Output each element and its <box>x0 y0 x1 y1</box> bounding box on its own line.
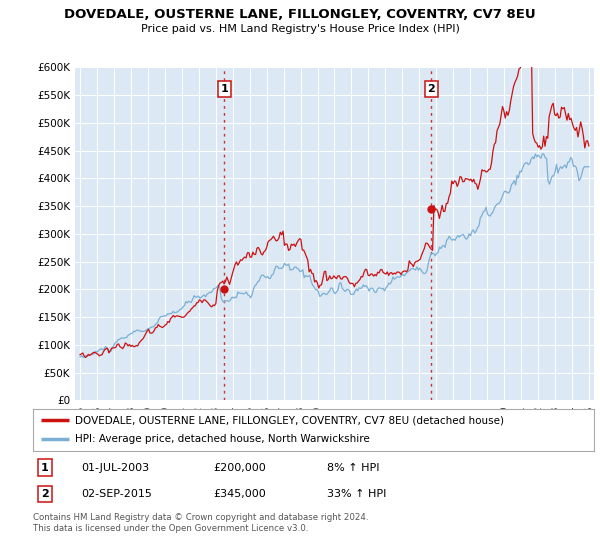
Text: This data is licensed under the Open Government Licence v3.0.: This data is licensed under the Open Gov… <box>33 524 308 533</box>
Text: 1: 1 <box>220 84 228 94</box>
Text: Contains HM Land Registry data © Crown copyright and database right 2024.: Contains HM Land Registry data © Crown c… <box>33 513 368 522</box>
Text: HPI: Average price, detached house, North Warwickshire: HPI: Average price, detached house, Nort… <box>75 435 370 445</box>
Text: £200,000: £200,000 <box>213 463 266 473</box>
Text: 33% ↑ HPI: 33% ↑ HPI <box>327 489 386 499</box>
Text: 2: 2 <box>41 489 49 499</box>
Text: £345,000: £345,000 <box>213 489 266 499</box>
Text: 01-JUL-2003: 01-JUL-2003 <box>81 463 149 473</box>
Text: Price paid vs. HM Land Registry's House Price Index (HPI): Price paid vs. HM Land Registry's House … <box>140 24 460 34</box>
Text: 02-SEP-2015: 02-SEP-2015 <box>81 489 152 499</box>
Text: DOVEDALE, OUSTERNE LANE, FILLONGLEY, COVENTRY, CV7 8EU: DOVEDALE, OUSTERNE LANE, FILLONGLEY, COV… <box>64 8 536 21</box>
Text: 8% ↑ HPI: 8% ↑ HPI <box>327 463 380 473</box>
Text: 2: 2 <box>427 84 435 94</box>
Text: 1: 1 <box>41 463 49 473</box>
Text: DOVEDALE, OUSTERNE LANE, FILLONGLEY, COVENTRY, CV7 8EU (detached house): DOVEDALE, OUSTERNE LANE, FILLONGLEY, COV… <box>75 415 504 425</box>
